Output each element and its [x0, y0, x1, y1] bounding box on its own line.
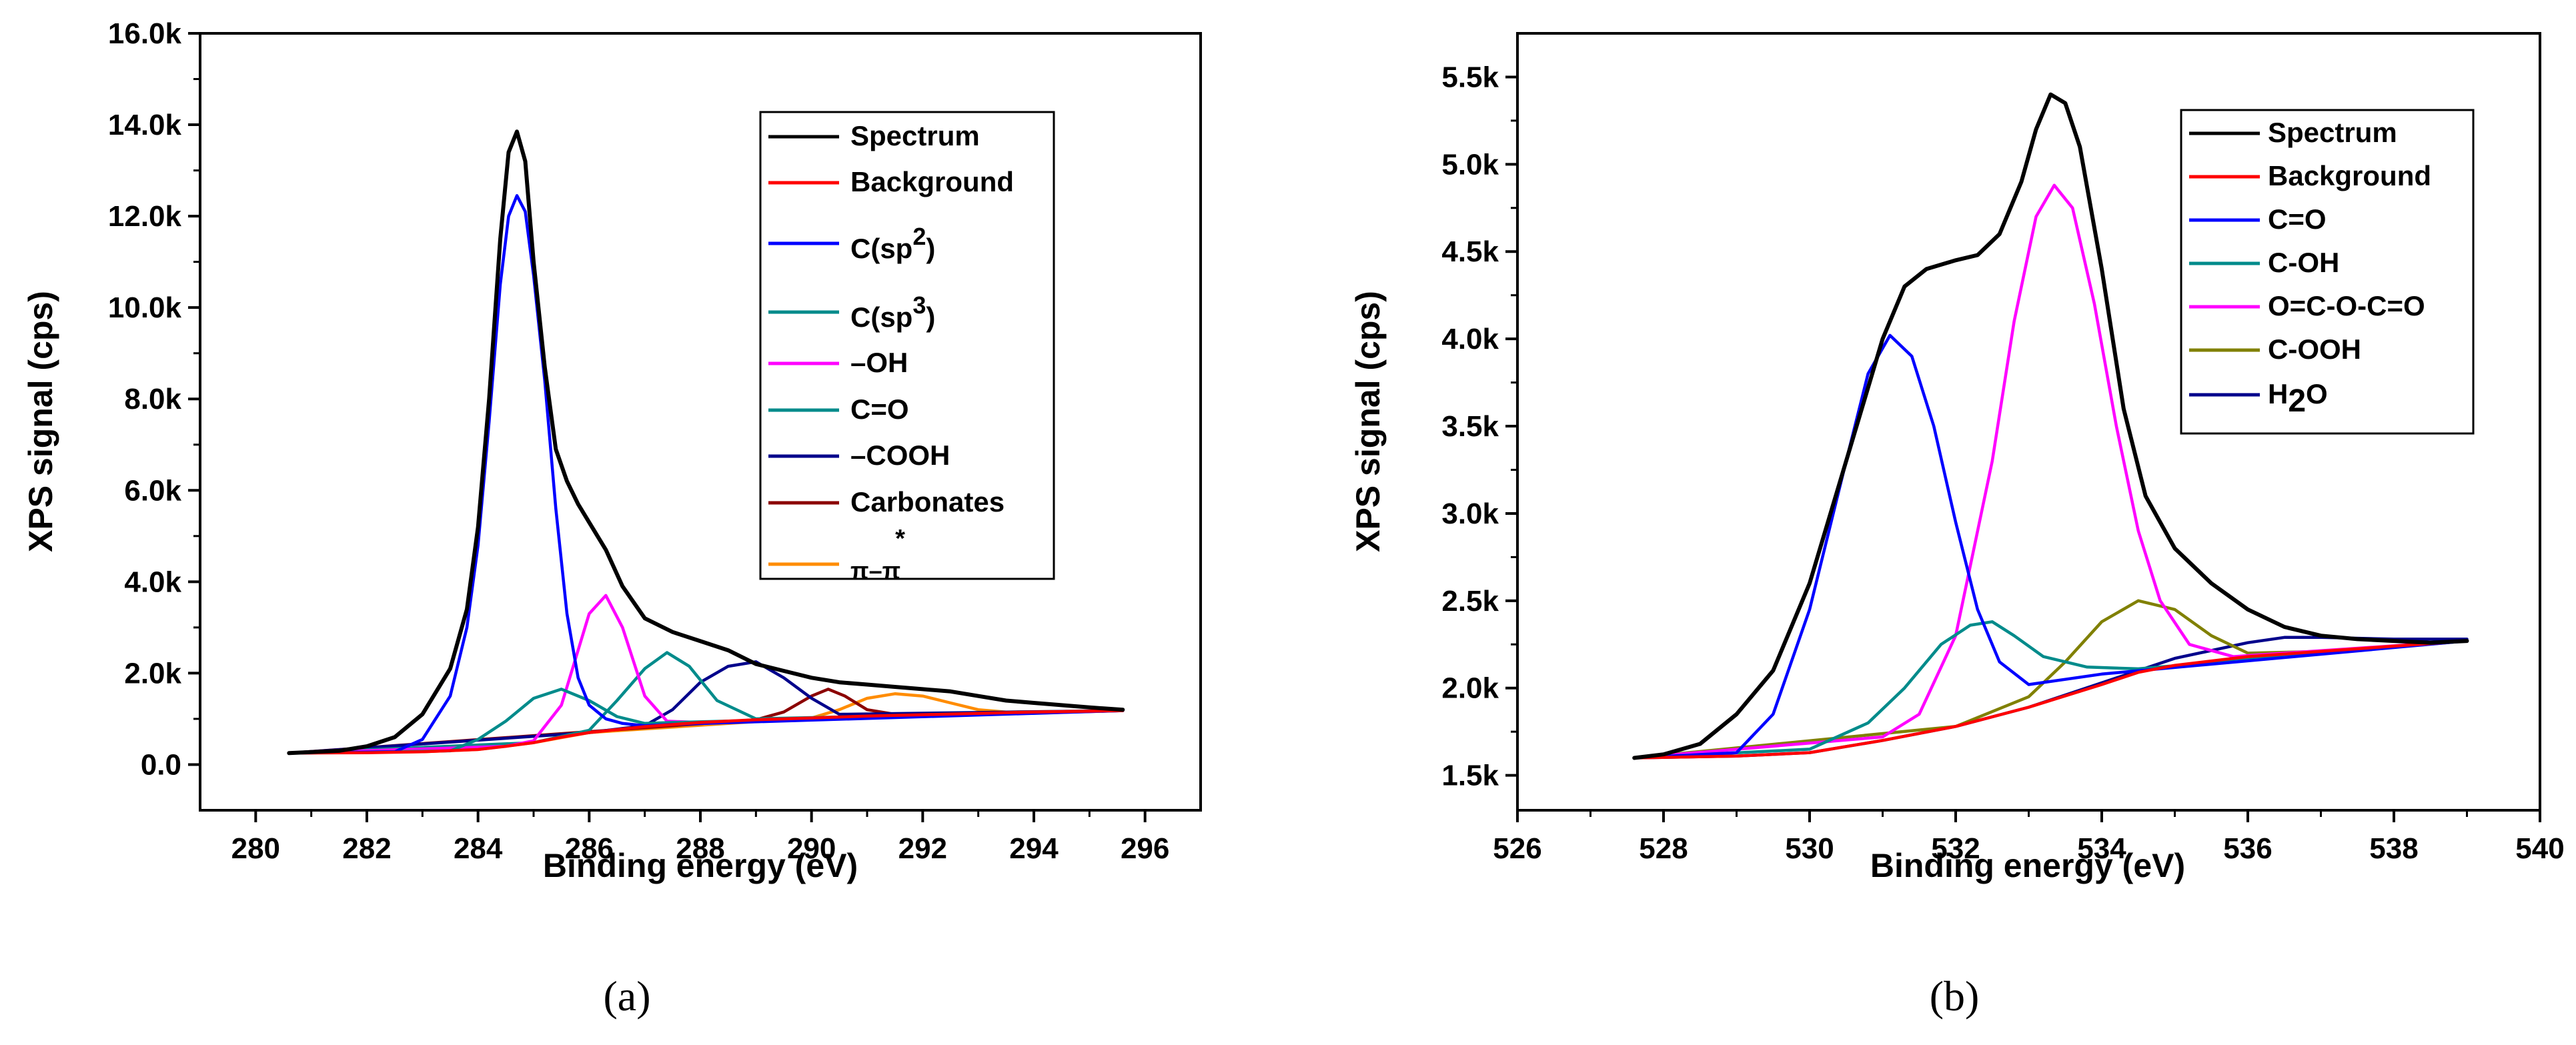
panel-b-ylabel: XPS signal (cps)	[1349, 291, 1387, 552]
panel-b-xtick-label: 538	[2369, 832, 2418, 865]
panel-a-ytick-label: 8.0k	[124, 383, 181, 415]
panel-a-legend-box	[759, 111, 1055, 580]
panel-b-xlabel: Binding energy (eV)	[1870, 847, 2185, 884]
panel-b-ytick-label: 2.5k	[1441, 585, 1499, 618]
panel-b-xtick-label: 536	[2223, 832, 2272, 865]
panel-b-series-c-oh	[1632, 620, 2469, 760]
panel-a-ytick-label: 12.0k	[108, 200, 182, 233]
panel-b-ytick-label: 3.5k	[1441, 410, 1499, 443]
panel-b: 526 528 530 532 534 536 538 540 1.5k 2.0k 2.5k 3.0k…	[1349, 32, 2565, 1020]
legend-b-h2o: H2O	[2268, 378, 2328, 419]
legend-a-csp3-main: C(sp	[850, 301, 912, 333]
panel-a-ylabel: XPS signal (cps)	[22, 291, 59, 552]
panel-b-ytick-label: 4.5k	[1441, 235, 1499, 268]
panel-a-label: (a)	[603, 972, 650, 1020]
panel-a-ytick-label: 14.0k	[108, 109, 182, 141]
panel-b-series-c-ooh	[1632, 599, 2469, 760]
panel-b-label: (b)	[1930, 972, 1980, 1020]
panel-a-series-background	[287, 709, 1125, 755]
panel-b-series-h2o	[1632, 636, 2469, 760]
legend-b-h2o-sub: 2	[2288, 383, 2306, 419]
panel-b-ytick-label: 5.0k	[1441, 148, 1499, 181]
legend-a-csp2-tail: )	[926, 233, 935, 264]
panel-a-xlabel: Binding energy (eV)	[543, 847, 858, 884]
panel-b-ytick-label: 5.5k	[1441, 61, 1499, 93]
legend-b-cooh: C-OOH	[2268, 333, 2361, 365]
panel-b-series-background	[1632, 639, 2469, 760]
panel-a-series-spectrum	[287, 129, 1125, 756]
panel-a-xtick-label: 290	[787, 832, 836, 865]
panel-a-legend: Spectrum Background C(sp2) C(sp3) –OH C=…	[759, 111, 1055, 584]
panel-a-xtick-label: 286	[565, 832, 614, 865]
legend-a-co: C=O	[850, 393, 909, 425]
panel-a-series--oh	[287, 594, 1125, 755]
panel-b-xtick-label: 532	[1931, 832, 1980, 865]
legend-a-csp2: C(sp2)	[850, 223, 935, 264]
panel-b-xtick-label: 526	[1493, 832, 1541, 865]
panel-a-ytick-label: 10.0k	[108, 291, 182, 324]
legend-a-oh: –OH	[850, 347, 908, 378]
legend-b-co: C=O	[2268, 203, 2327, 235]
panel-a-ytick-label: 2.0k	[124, 657, 181, 690]
panel-a-xtick-label: 294	[1009, 832, 1059, 865]
panel-a-series-c-o	[287, 651, 1125, 755]
panel-b-series-c-o	[1632, 333, 2469, 760]
panel-b-ytick-label: 4.0k	[1441, 323, 1499, 355]
panel-b-series-spectrum	[1632, 92, 2469, 760]
panel-a-xtick-label: 282	[342, 832, 391, 865]
legend-a-carbonates: Carbonates	[850, 486, 1005, 517]
panel-b-xtick-label: 540	[2515, 832, 2564, 865]
panel-a-ytick-label: 0.0	[141, 748, 181, 781]
panel-a-xtick-label: 280	[231, 832, 280, 865]
panel-a-series-c-sp2-	[287, 194, 1125, 755]
legend-a-pipi-sup: *	[895, 525, 905, 553]
panel-b-xtick-label: 534	[2077, 832, 2126, 865]
panel-b-series-o-c-o-c-o	[1632, 183, 2469, 760]
panel-b-xtick-label: 528	[1639, 832, 1688, 865]
panel-a-ytick-label: 16.0k	[108, 17, 182, 50]
legend-a-csp3-sup: 3	[912, 291, 926, 319]
panel-a-series-c-sp3-	[287, 688, 1125, 755]
panel-b-xtick-label: 530	[1785, 832, 1834, 865]
panel-a-series--cooh	[287, 660, 1125, 755]
panel-a-ticks: 280 282 284 286 288 290 292 294 296 0.0 2.0k 4.0k 6.…	[108, 17, 1169, 865]
legend-a-pipi-main: π–π	[850, 557, 900, 584]
legend-a-pipi: π–π *	[850, 525, 905, 584]
legend-a-csp3: C(sp3)	[850, 291, 935, 333]
panel-a-xtick-label: 296	[1121, 832, 1169, 865]
legend-a-csp2-sup: 2	[912, 223, 926, 250]
panel-b-ytick-label: 3.0k	[1441, 497, 1499, 530]
legend-a-spectrum: Spectrum	[850, 120, 980, 151]
panel-b-ytick-label: 1.5k	[1441, 760, 1499, 792]
panel-b-ytick-label: 2.0k	[1441, 672, 1499, 705]
legend-b-anhydride: O=C-O-C=O	[2268, 290, 2425, 321]
panel-a-xtick-label: 284	[454, 832, 503, 865]
legend-b-coh: C-OH	[2268, 247, 2339, 278]
panel-a-xtick-label: 288	[676, 832, 724, 865]
panel-a-series	[287, 129, 1125, 756]
legend-a-csp2-main: C(sp	[850, 233, 912, 264]
panel-a: 280 282 284 286 288 290 292 294 296 0.0 2.0k 4.0k 6.…	[22, 17, 1202, 1020]
legend-a-csp3-tail: )	[926, 301, 935, 333]
panel-b-series	[1632, 92, 2469, 760]
legend-a-background: Background	[850, 166, 1014, 197]
panel-b-legend-box	[2180, 109, 2475, 435]
panel-b-legend: Spectrum Background C=O C-OH O=C-O-C=O C…	[2180, 109, 2475, 435]
legend-b-h2o-tail: O	[2306, 378, 2328, 409]
legend-b-h2o-main: H	[2268, 378, 2288, 409]
panel-b-ticks: 526 528 530 532 534 536 538 540 1.5k 2.0k 2.5k 3.0k…	[1441, 61, 2564, 865]
panel-a-xtick-label: 292	[898, 832, 947, 865]
panel-a-ytick-label: 6.0k	[124, 474, 181, 507]
legend-a-cooh: –COOH	[850, 439, 950, 471]
legend-b-background: Background	[2268, 160, 2431, 191]
legend-b-spectrum: Spectrum	[2268, 117, 2397, 148]
panel-a-ytick-label: 4.0k	[124, 566, 181, 598]
